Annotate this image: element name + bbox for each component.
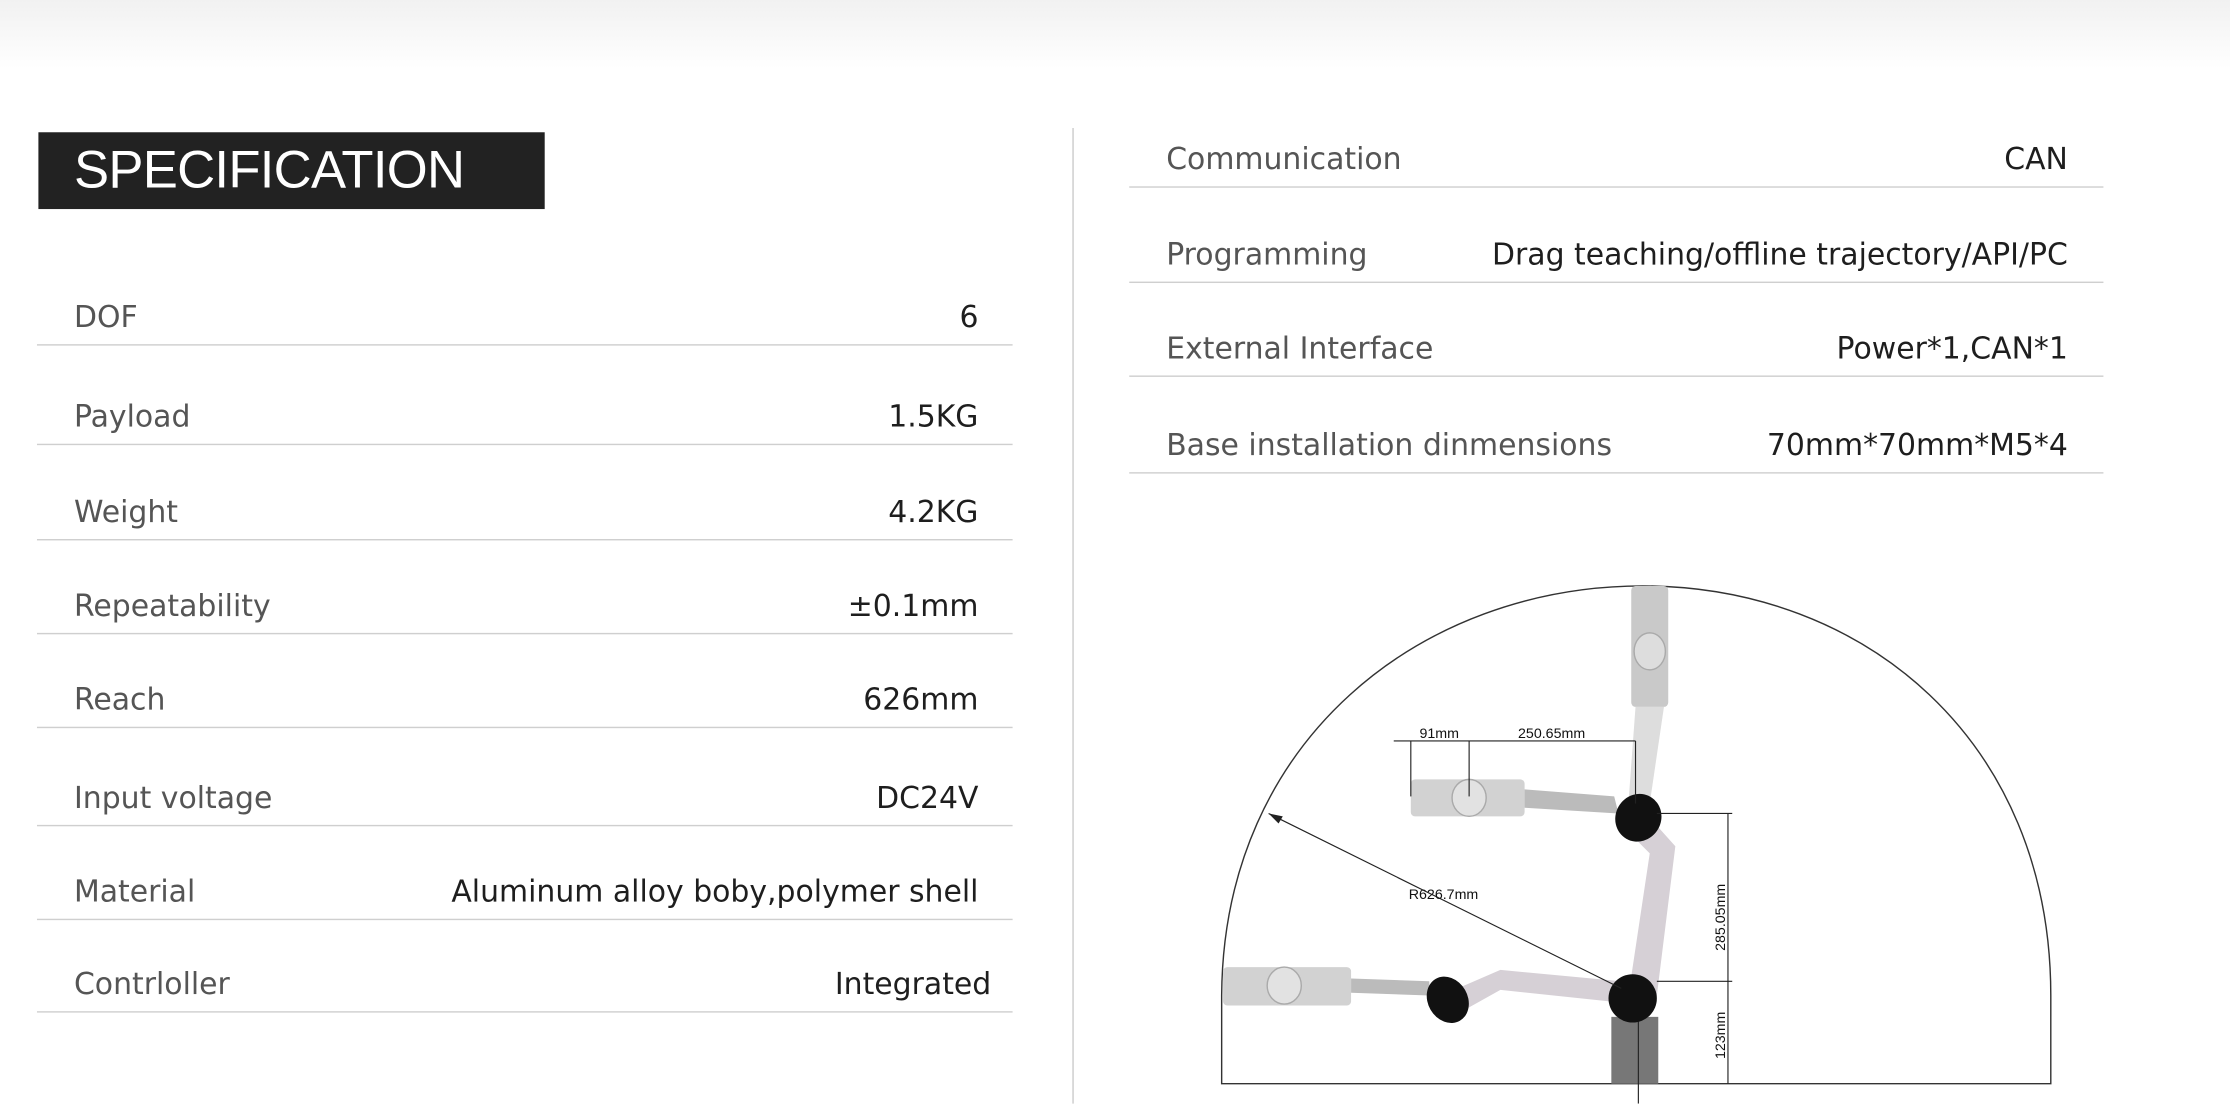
spec-label: Input voltage [73,780,273,815]
spec-label: Material [73,873,196,909]
spec-value: Drag teaching/offline trajectory/API/PC [1492,236,2068,271]
joint-elbow-upper [1615,793,1662,842]
spec-row-input-voltage: Input voltage DC24V [36,769,1013,827]
spec-value: 626mm [863,681,979,717]
joint-elbow-lower [1426,976,1469,1023]
spec-value: Aluminum alloy boby,polymer shell [451,873,979,909]
page-title: SPECIFICATION [38,132,545,210]
dim-91-label: 91mm [1419,726,1459,742]
spec-label: Weight [73,494,179,529]
forearm-upper [1628,706,1664,804]
spec-row-base-dimensions: Base installation dinmensions 70mm*70mm*M… [1129,417,2104,474]
spec-row-weight: Weight 4.2KG [36,484,1013,541]
dim-250-label: 250.65mm [1518,726,1585,742]
spec-value: Integrated [834,966,992,1001]
spec-label: Communication [1166,141,1402,176]
spec-label: Base installation dinmensions [1166,427,1613,462]
dimension-lines [1268,740,1733,1084]
spec-label: Programming [1166,236,1368,271]
joint-shoulder [1608,974,1657,1023]
spec-label: Repeatability [73,588,271,623]
top-band [0,0,2230,69]
spec-row-controller: Contrloller Integrated [36,956,1013,1013]
spec-value: CAN [2004,141,2068,176]
spec-value: DC24V [876,780,979,815]
spec-label: DOF [73,299,138,334]
upper-arm [1621,817,1676,996]
spec-row-payload: Payload 1.5KG [36,388,1013,446]
spec-label: External Interface [1166,330,1434,365]
spec-row-material: Material Aluminum alloy boby,polymer shel… [36,863,1013,921]
forearm-lower [1457,969,1622,1010]
spec-row-reach: Reach 626mm [36,671,1013,729]
spec-value: ±0.1mm [847,588,979,623]
spec-value: 6 [959,299,979,334]
spec-label: Contrloller [73,966,230,1001]
robot-base [1611,1016,1659,1084]
spec-row-programming: Programming Drag teaching/offline traject… [1129,226,2104,284]
spec-value: 70mm*70mm*M5*4 [1766,427,2068,462]
spec-value: 4.2KG [888,494,979,529]
dim-285-label: 285.05mm [1713,884,1729,951]
dim-radius-label: R626.7mm [1409,887,1479,903]
spec-row-dof: DOF 6 [36,289,1013,346]
column-divider [1072,127,1074,1104]
spec-row-communication: Communication CAN [1129,131,2104,188]
dim-123-label: 123mm [1713,1012,1729,1059]
spec-label: Reach [73,681,166,717]
spec-row-repeatability: Repeatability ±0.1mm [36,577,1013,635]
spec-value: Power*1,CAN*1 [1836,330,2068,365]
spec-row-external-interface: External Interface Power*1,CAN*1 [1129,320,2104,377]
spec-value: 1.5KG [888,398,979,434]
spec-label: Payload [73,398,191,434]
